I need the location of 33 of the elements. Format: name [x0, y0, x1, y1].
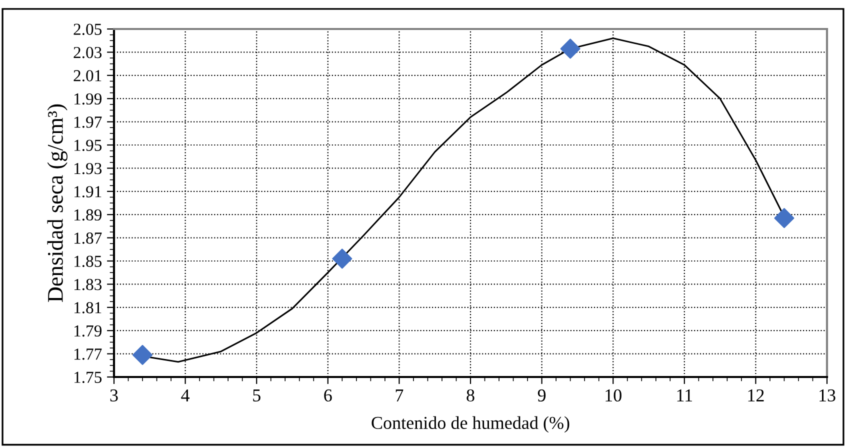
y-tick-label: 1.93 — [74, 162, 102, 174]
x-tick-label: 13 — [820, 389, 836, 402]
x-tick-label: 6 — [324, 389, 332, 402]
y-tick-label: 1.77 — [74, 348, 102, 360]
y-tick-label: 1.79 — [74, 325, 102, 337]
y-tick-label: 1.91 — [74, 186, 102, 198]
y-tick-label: 1.81 — [74, 302, 102, 314]
y-tick-label: 1.99 — [74, 93, 102, 105]
point — [774, 208, 794, 228]
y-tick-label: 1.85 — [74, 256, 102, 268]
x-tick-label: 5 — [253, 390, 260, 402]
x-tick-label: 9 — [538, 389, 546, 402]
y-tick-label: 1.87 — [74, 232, 102, 244]
x-axis-title: Contenido de humedad (%) — [372, 416, 570, 433]
x-tick-label: 7 — [396, 390, 404, 402]
y-tick-label: 2.03 — [74, 46, 102, 58]
y-tick-label: 2.05 — [74, 24, 102, 36]
y-tick-label: 2.01 — [74, 70, 102, 82]
x-tick-label: 12 — [748, 389, 764, 402]
point — [332, 248, 352, 269]
y-tick-label: 1.75 — [74, 372, 102, 384]
x-tick-label: 4 — [181, 389, 190, 402]
point — [132, 344, 153, 365]
x-tick-label: 8 — [466, 389, 474, 402]
y-tick-label: 1.83 — [74, 278, 102, 290]
y-tick-label: 1.97 — [74, 116, 102, 128]
x-tick-label: 3 — [110, 389, 118, 402]
y-tick-label: 1.95 — [74, 140, 102, 152]
y-tick-label: 1.89 — [74, 209, 102, 221]
y-axis-title: Densidad seca (g/cm³) — [47, 104, 68, 302]
x-tick-label: 10 — [606, 389, 622, 402]
point — [560, 38, 580, 59]
x-tick-label: 11 — [677, 389, 692, 402]
